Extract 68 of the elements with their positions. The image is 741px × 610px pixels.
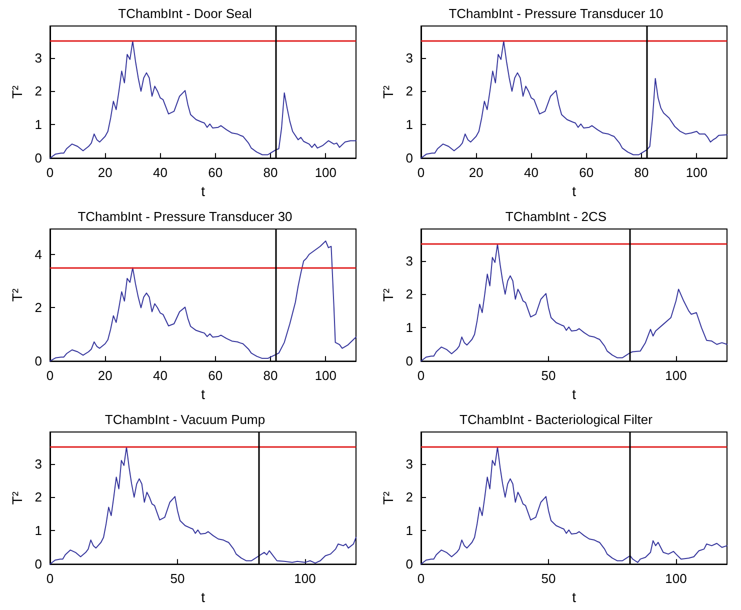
y-tick-label: 0 <box>406 354 413 369</box>
y-tick-label: 1 <box>406 117 413 132</box>
x-tick-label: 100 <box>314 368 337 384</box>
x-tick-label: 20 <box>98 368 112 384</box>
y-tick-label: 0 <box>34 354 42 369</box>
y-tick-label: 0 <box>406 556 413 572</box>
y-axis-title: T² <box>8 85 25 99</box>
x-tick-label: 0 <box>46 368 54 384</box>
x-tick-label: 100 <box>294 571 316 586</box>
y-tick-label: 0 <box>406 150 413 166</box>
y-tick-label: 4 <box>34 246 42 262</box>
y-tick-label: 3 <box>34 50 42 66</box>
x-tick-label: 100 <box>314 165 337 180</box>
y-tick-label: 3 <box>406 253 413 268</box>
chart-title: TChambInt - 2CS <box>505 209 607 224</box>
x-tick-label: 50 <box>170 571 185 586</box>
chart-title: TChambInt - Door Seal <box>118 6 252 21</box>
y-axis-title: T² <box>380 85 396 99</box>
x-axis-title: t <box>572 386 576 402</box>
y-axis-title: T² <box>380 288 396 302</box>
y-tick-label: 3 <box>406 50 413 66</box>
x-tick-label: 80 <box>263 165 278 180</box>
y-axis-title: T² <box>380 491 396 505</box>
x-tick-label: 40 <box>524 165 539 180</box>
y-axis-title: T² <box>8 288 25 302</box>
x-tick-label: 0 <box>417 571 425 586</box>
x-tick-label: 100 <box>665 571 687 586</box>
chart-title: TChambInt - Bacteriological Filter <box>460 412 654 427</box>
x-tick-label: 40 <box>153 165 168 180</box>
y-tick-label: 3 <box>34 456 42 472</box>
y-tick-label: 1 <box>406 523 413 538</box>
chart-title: TChambInt - Pressure Transducer 10 <box>448 6 664 21</box>
y-tick-label: 2 <box>406 84 413 99</box>
x-tick-label: 100 <box>686 165 708 180</box>
x-tick-label: 0 <box>46 165 54 180</box>
x-axis-title: t <box>572 589 576 605</box>
y-tick-label: 1 <box>406 320 413 336</box>
x-tick-label: 40 <box>153 368 168 384</box>
x-tick-label: 0 <box>46 571 54 586</box>
x-axis-title: t <box>201 589 206 605</box>
y-tick-label: 1 <box>34 523 42 538</box>
x-tick-label: 0 <box>417 165 425 180</box>
y-tick-label: 2 <box>34 84 42 99</box>
x-tick-label: 20 <box>98 165 112 180</box>
x-tick-label: 20 <box>468 165 484 180</box>
x-tick-label: 60 <box>579 165 594 180</box>
x-tick-label: 0 <box>417 368 425 384</box>
y-tick-label: 3 <box>406 456 413 472</box>
x-tick-label: 60 <box>208 368 223 384</box>
x-tick-label: 50 <box>541 368 556 384</box>
y-tick-label: 1 <box>34 117 42 132</box>
chart-title: TChambInt - Vacuum Pump <box>104 412 266 427</box>
x-tick-label: 80 <box>634 165 649 180</box>
x-tick-label: 50 <box>541 571 556 586</box>
x-tick-label: 100 <box>665 368 687 384</box>
y-tick-label: 0 <box>34 150 42 166</box>
x-axis-title: t <box>201 386 206 402</box>
y-tick-label: 2 <box>406 490 413 505</box>
y-tick-label: 2 <box>406 286 413 302</box>
x-tick-label: 60 <box>208 165 223 180</box>
x-axis-title: t <box>572 183 576 199</box>
x-tick-label: 80 <box>263 368 278 384</box>
y-tick-label: 2 <box>34 300 42 316</box>
chart-title: TChambInt - Pressure Transducer 30 <box>78 209 292 224</box>
y-tick-label: 0 <box>34 556 42 572</box>
y-tick-label: 2 <box>34 490 42 505</box>
y-axis-title: T² <box>8 491 25 505</box>
x-axis-title: t <box>201 183 206 199</box>
